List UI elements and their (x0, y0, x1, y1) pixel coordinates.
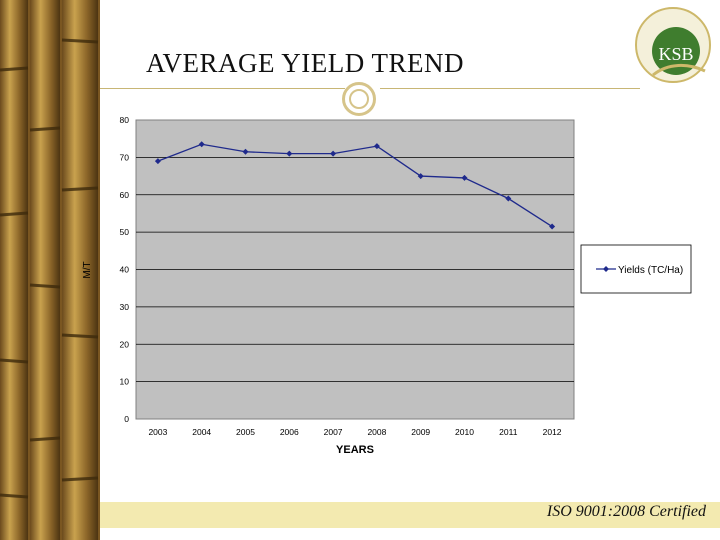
y-tick-label: 30 (120, 302, 130, 312)
y-tick-labels: 0 10 20 30 40 50 60 70 80 (120, 115, 130, 424)
x-tick-label: 2007 (324, 427, 343, 437)
data-point-2005 (242, 148, 249, 155)
x-tick-label: 2004 (192, 427, 211, 437)
data-point-2006 (286, 150, 293, 157)
x-tick-label: 2008 (367, 427, 386, 437)
legend: Yields (TC/Ha) (580, 244, 692, 294)
slide-title: AVERAGE YIELD TREND (146, 48, 464, 78)
data-point-2010 (461, 174, 468, 181)
footer-certification: ISO 9001:2008 Certified (546, 503, 706, 520)
y-axis-label: M/T (82, 261, 93, 278)
data-point-2007 (330, 150, 337, 157)
data-point-2008 (373, 143, 380, 150)
x-axis-label: YEARS (336, 444, 374, 456)
series-line-yields (157, 143, 553, 228)
gridlines (136, 157, 574, 382)
ksb-logo-icon: KSB (635, 7, 711, 83)
data-point-2009 (417, 173, 424, 180)
decorative-ring-icon (342, 82, 376, 116)
x-tick-label: 2005 (236, 427, 255, 437)
y-tick-label: 50 (120, 227, 130, 237)
y-tick-label: 60 (120, 190, 130, 200)
logo-text: KSB (658, 44, 693, 64)
x-tick-label: 2012 (543, 427, 562, 437)
y-tick-label: 70 (120, 152, 130, 162)
title-divider-right (380, 88, 640, 89)
y-tick-label: 20 (120, 339, 130, 349)
series-markers (154, 141, 556, 230)
legend-marker (603, 266, 609, 272)
data-point-2003 (154, 158, 161, 165)
data-point-2004 (198, 141, 205, 148)
legend-label: Yields (TC/Ha) (618, 265, 683, 276)
data-point-2011 (505, 195, 512, 202)
x-tick-label: 2011 (499, 427, 518, 437)
y-tick-label: 80 (120, 115, 130, 125)
x-tick-label: 2009 (411, 427, 430, 437)
y-tick-label: 40 (120, 265, 130, 275)
x-tick-label: 2006 (280, 427, 299, 437)
x-tick-label: 2010 (455, 427, 474, 437)
x-tick-label: 2003 (148, 427, 167, 437)
data-point-2012 (549, 223, 556, 230)
x-tick-labels: 2003 2004 2005 2006 2007 2008 2009 2010 2011 2012 (148, 427, 561, 437)
y-tick-label: 0 (124, 414, 129, 424)
footer-band (100, 502, 720, 528)
y-tick-label: 10 (120, 377, 130, 387)
title-divider-left (100, 88, 345, 89)
